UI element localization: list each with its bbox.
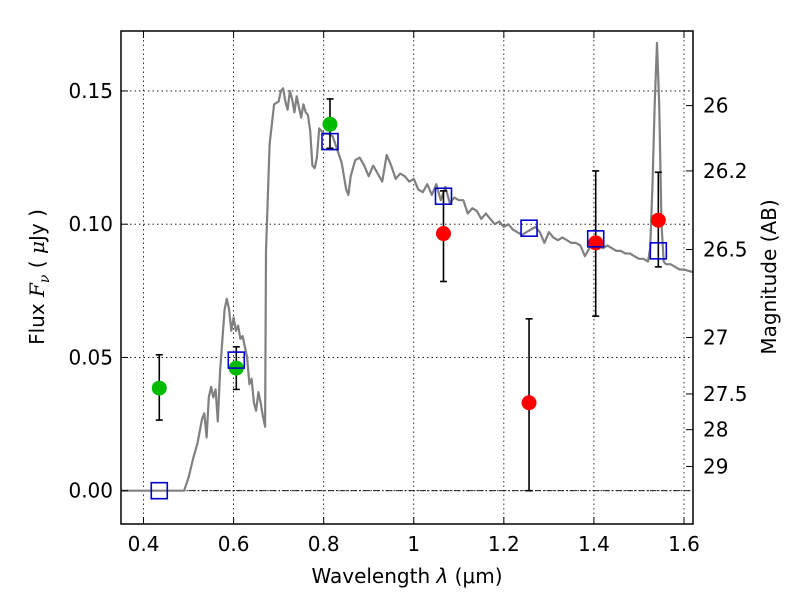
model-bandpass-square xyxy=(649,242,668,260)
model-spectrum xyxy=(121,41,693,492)
near-infrared-data-point xyxy=(650,212,666,228)
model-spectrum-line xyxy=(121,41,693,492)
y2-tick-label: 26.5 xyxy=(703,238,748,262)
y2-tick-label: 26 xyxy=(703,94,728,118)
y2-tick-label: 27.5 xyxy=(703,382,748,406)
near-infrared-data-point xyxy=(435,226,451,242)
x-tick-label: 0.4 xyxy=(128,532,160,556)
x-tick-label: 1.4 xyxy=(578,532,610,556)
model-bandpass-square xyxy=(520,219,538,237)
y-tick-label: 0.00 xyxy=(68,479,113,503)
y2-tick-label: 29 xyxy=(703,454,728,478)
y2-tick-label: 28 xyxy=(703,418,728,442)
x-tick-label: 0.6 xyxy=(218,532,250,556)
model-bandpass-points xyxy=(150,132,668,500)
model-bandpass-square xyxy=(586,230,605,248)
y2-tick-label: 26.2 xyxy=(703,159,748,183)
axis-ticks: 0.4 0.6 0.8 1 1.2 1.4 1.6 0.00 0.05 0.10 0.15 26 26.… xyxy=(68,31,748,556)
y2-tick-label: 27 xyxy=(703,325,728,349)
y-tick-label: 0.05 xyxy=(68,345,113,369)
error-bars xyxy=(155,98,662,492)
plot-frame xyxy=(120,30,694,525)
y2-axis-title: Magnitude (AB) xyxy=(757,199,781,354)
x-tick-label: 0.8 xyxy=(308,532,340,556)
y-axis-title: Flux Fν ( μJy ) xyxy=(25,209,53,345)
optical-data-point xyxy=(322,116,338,132)
near-infrared-data-point xyxy=(588,235,604,251)
near-infrared-data-point xyxy=(521,395,537,411)
model-bandpass-square xyxy=(434,187,453,206)
optical-data-point xyxy=(151,380,167,396)
x-axis-title: Wavelength λ (μm) xyxy=(311,564,502,588)
grid xyxy=(121,31,693,524)
model-bandpass-square xyxy=(150,481,169,500)
x-tick-label: 1.2 xyxy=(488,532,520,556)
x-tick-label: 1.6 xyxy=(668,532,700,556)
x-tick-label: 1 xyxy=(407,532,420,556)
y-tick-label: 0.15 xyxy=(68,79,113,103)
y-tick-label: 0.10 xyxy=(68,212,113,236)
model-bandpass-square xyxy=(321,132,339,151)
model-bandpass-square xyxy=(227,351,246,369)
